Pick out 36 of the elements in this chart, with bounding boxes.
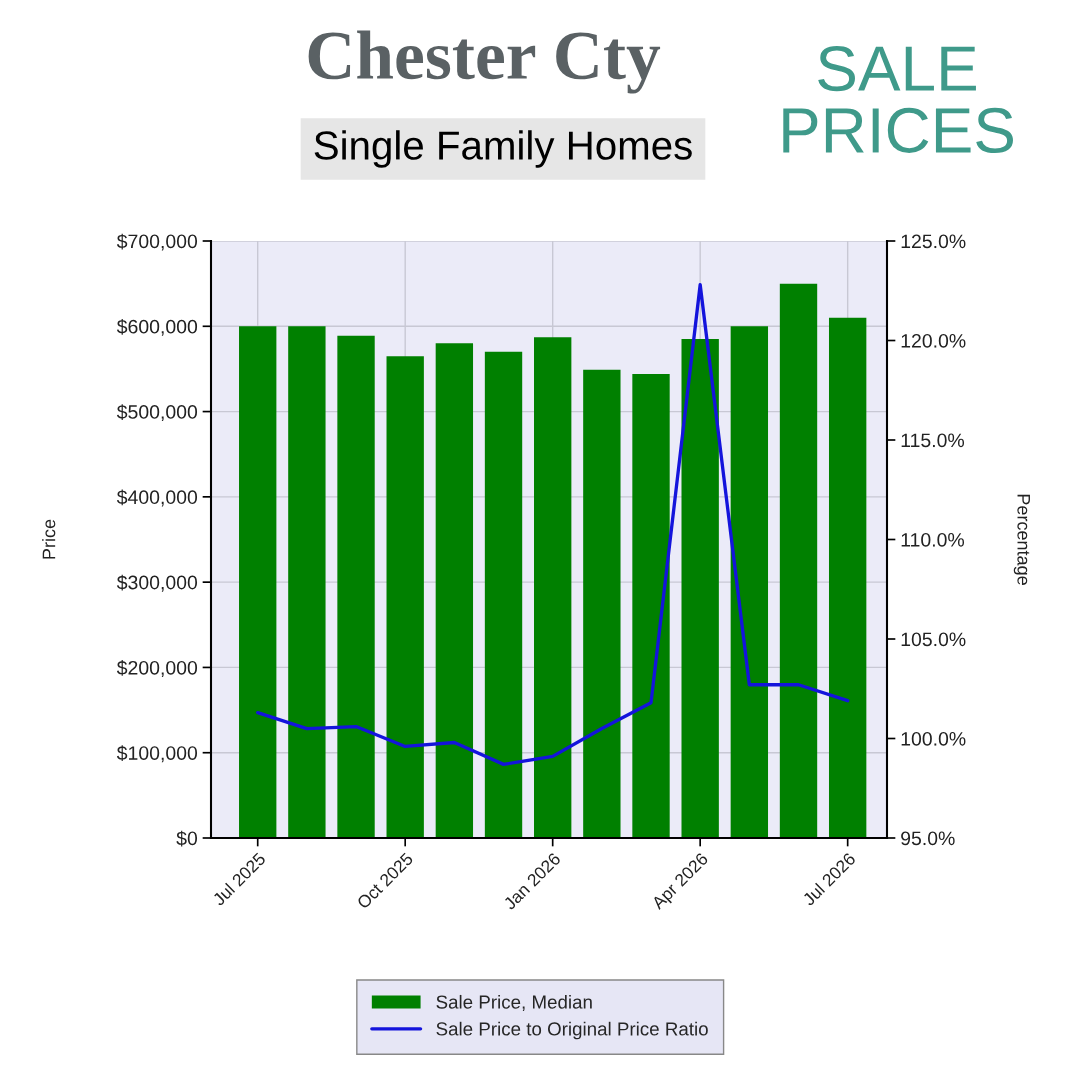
chart-subtitle: Single Family Homes [314,130,692,168]
y2-axis-title: Percentage [1013,494,1030,585]
y2-tick-label: 120.0% [901,333,966,348]
chart-title: Chester Cty [308,30,661,94]
legend-label: Sale Price, Median [436,994,592,1011]
y-tick-label: $200,000 [116,660,198,677]
line-series [256,283,850,767]
bar [730,326,769,838]
text: SALE PRICES [783,45,1013,154]
bar [288,326,326,838]
y-tick-label: $100,000 [116,745,198,763]
bar [239,326,277,838]
y-tick-label: $0 [176,830,198,847]
y2-tick-label: 110.0% [901,532,965,547]
y-tick-label: $700,000 [116,233,198,251]
y-tick-label: $500,000 [116,404,198,422]
bar [828,317,867,838]
y-tick-label: $300,000 [116,574,198,592]
bar [681,339,719,838]
y2-tick-label: 100.0% [901,731,966,746]
bar [583,369,621,838]
bar [386,356,424,838]
bar [484,351,523,838]
y-tick-label: $600,000 [116,318,198,336]
bar [534,337,572,838]
bar [632,374,670,838]
y2-tick-label: 105.0% [901,632,966,647]
y2-tick-label: 115.0% [901,433,965,448]
y-tick-label: $400,000 [116,489,198,507]
y2-tick-label: 125.0% [901,234,966,249]
bar [435,343,474,838]
legend-label: Sale Price to Original Price Ratio [436,1021,708,1040]
y-axis-title: Price [42,519,56,559]
y2-tick-label: 95.0% [901,831,955,846]
bar [779,283,818,838]
bar [337,335,375,838]
